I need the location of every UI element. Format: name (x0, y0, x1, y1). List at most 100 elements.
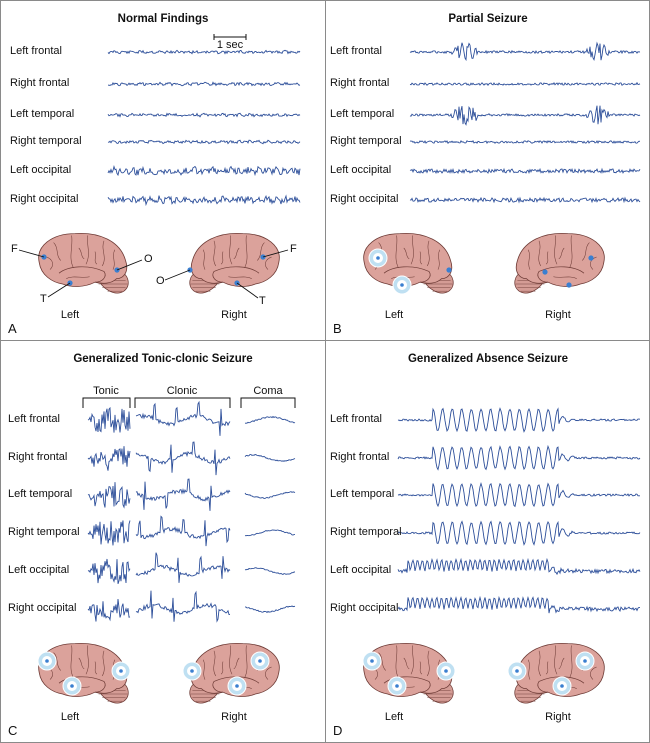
scale-bar (213, 34, 247, 40)
channel-label: Right frontal (330, 77, 390, 89)
eeg-trace-partial (409, 139, 641, 144)
eeg-trace-absence (397, 407, 641, 433)
electrode-dot (376, 256, 380, 260)
eeg-trace-partial (409, 105, 641, 126)
panel-letter: C (8, 723, 18, 738)
eeg-trace-normal (107, 139, 301, 145)
phase-label-coma: Coma (253, 385, 283, 397)
channel-label: Right temporal (330, 135, 402, 147)
panel-title: Normal Findings (117, 13, 209, 25)
phase-label-clonic: Clonic (166, 385, 198, 397)
electrode-dot (566, 282, 572, 288)
electrode-dot (515, 669, 519, 673)
eeg-trace-clonic (135, 590, 231, 623)
panel-letter: D (333, 723, 343, 738)
eeg-trace-tonic (87, 520, 131, 546)
eeg-trace-coma (244, 454, 296, 462)
electrode-dot (70, 684, 74, 688)
channel-label: Left frontal (8, 413, 60, 425)
channel-label: Right frontal (10, 77, 70, 89)
marker-f: F (11, 243, 18, 255)
channel-label: Right occipital (10, 193, 79, 205)
channel-label: Right temporal (10, 135, 82, 147)
channel-label: Right occipital (330, 193, 399, 205)
eeg-trace-absence (397, 520, 641, 546)
electrode-dot (542, 269, 548, 275)
eeg-trace-coma (244, 567, 295, 576)
eeg-trace-normal (107, 165, 301, 177)
marker-o: O (156, 275, 165, 287)
eeg-trace-clonic (135, 441, 231, 476)
eeg-trace-clonic (135, 400, 231, 436)
eeg-trace-partial (409, 41, 641, 62)
brain-label-left: Left (384, 309, 404, 321)
electrode-dot (119, 669, 123, 673)
electrode-dot (400, 283, 404, 287)
channel-label: Left frontal (330, 413, 382, 425)
channel-label: Right occipital (8, 602, 77, 614)
electrode-dot (444, 669, 448, 673)
channel-label: Left temporal (330, 108, 395, 120)
panel-letter: B (333, 321, 342, 336)
eeg-trace-normal (107, 49, 301, 55)
eeg-trace-tonic (87, 406, 131, 433)
eeg-trace-coma (244, 491, 296, 499)
eeg-trace-tonic (87, 598, 131, 622)
electrode-dot (45, 659, 49, 663)
eeg-trace-absence (397, 481, 640, 508)
marker-t: T (40, 293, 47, 305)
eeg-trace-clonic (135, 515, 231, 547)
eeg-trace-coma (244, 415, 296, 424)
eeg-trace-normal (107, 194, 301, 207)
panel-letter: A (8, 321, 17, 336)
marker-o: O (144, 253, 153, 265)
electrode-dot (560, 684, 564, 688)
marker-t: T (259, 295, 266, 307)
channel-label: Left temporal (8, 488, 73, 500)
eeg-trace-partial (409, 81, 641, 86)
electrode-dot (446, 267, 452, 273)
channel-label: Right frontal (330, 451, 390, 463)
electrode-dot (235, 684, 239, 688)
brain-label-right: Right (221, 711, 247, 723)
electrode-dot (588, 255, 594, 261)
scale-bar-label: 1 sec (216, 39, 244, 51)
brain-right-icon (514, 232, 605, 294)
eeg-trace-coma (244, 529, 295, 537)
eeg-trace-normal (107, 81, 301, 87)
brain-label-left: Left (60, 711, 80, 723)
channel-label: Left occipital (10, 164, 72, 176)
brain-label-left: Left (384, 711, 404, 723)
panel-title: Generalized Absence Seizure (407, 353, 569, 365)
panel-title: Generalized Tonic-clonic Seizure (73, 353, 253, 365)
eeg-trace-clonic (135, 552, 231, 583)
channel-label: Right temporal (330, 526, 402, 538)
brain-label-right: Right (545, 711, 571, 723)
eeg-trace-tonic (87, 558, 131, 584)
electrode-dot (258, 659, 262, 663)
channel-label: Left occipital (330, 564, 392, 576)
eeg-trace-clonic (135, 478, 231, 511)
eeg-trace-coma (244, 605, 296, 614)
channel-label: Left frontal (10, 45, 62, 57)
eeg-trace-tonic (87, 446, 131, 471)
brain-left-icon (38, 232, 129, 294)
brain-label-right: Right (221, 309, 247, 321)
channel-label: Left temporal (10, 108, 75, 120)
eeg-trace-absence (397, 557, 641, 576)
brain-right-icon (189, 232, 280, 294)
eeg-trace-partial (409, 167, 641, 175)
phase-label-tonic: Tonic (93, 385, 119, 397)
eeg-trace-absence (397, 595, 640, 614)
channel-label: Right temporal (8, 526, 80, 538)
channel-label: Right occipital (330, 602, 399, 614)
electrode-dot (395, 684, 399, 688)
brain-label-left: Left (60, 309, 80, 321)
channel-label: Left frontal (330, 45, 382, 57)
channel-label: Left temporal (330, 488, 395, 500)
eeg-trace-normal (107, 112, 301, 118)
eeg-trace-absence (397, 444, 641, 471)
eeg-trace-partial (409, 196, 641, 204)
electrode-dot (190, 669, 194, 673)
